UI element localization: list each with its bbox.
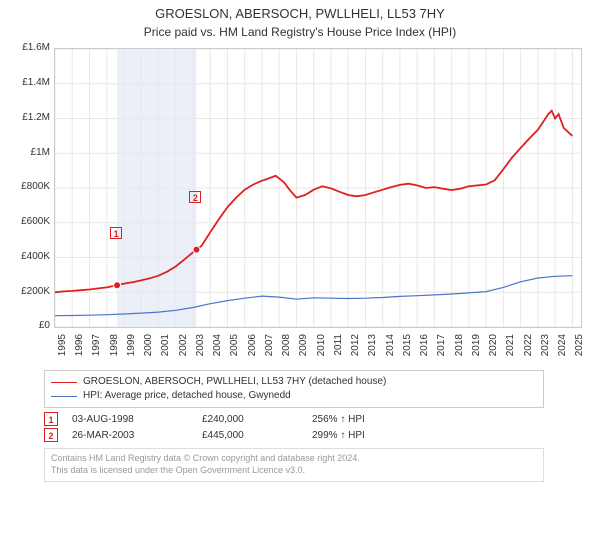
sale-price-1: £240,000 bbox=[202, 414, 312, 425]
x-axis-label: 2001 bbox=[160, 334, 171, 368]
x-axis-label: 1998 bbox=[109, 334, 120, 368]
sale-badge-1: 1 bbox=[44, 412, 58, 426]
footer-line-2: This data is licensed under the Open Gov… bbox=[51, 465, 537, 477]
x-axis-label: 2016 bbox=[419, 334, 430, 368]
y-axis-label: £800K bbox=[10, 182, 50, 192]
x-axis-label: 2003 bbox=[195, 334, 206, 368]
x-axis-label: 2013 bbox=[367, 334, 378, 368]
x-axis-label: 2009 bbox=[298, 334, 309, 368]
sale-row-2: 2 26-MAR-2003 £445,000 299% ↑ HPI bbox=[44, 428, 600, 442]
x-axis-label: 2025 bbox=[574, 334, 585, 368]
footer: Contains HM Land Registry data © Crown c… bbox=[44, 448, 544, 481]
x-axis-label: 2008 bbox=[281, 334, 292, 368]
x-axis-label: 2004 bbox=[212, 334, 223, 368]
y-axis-label: £1.2M bbox=[10, 113, 50, 123]
sale-hpi-2: 299% ↑ HPI bbox=[312, 430, 432, 441]
x-axis-label: 2017 bbox=[436, 334, 447, 368]
x-axis-label: 2023 bbox=[540, 334, 551, 368]
plot-svg bbox=[55, 49, 581, 327]
sale-hpi-1: 256% ↑ HPI bbox=[312, 414, 432, 425]
legend-swatch-hpi bbox=[51, 396, 77, 397]
x-axis-label: 2005 bbox=[229, 334, 240, 368]
x-axis-label: 2012 bbox=[350, 334, 361, 368]
legend-label-hpi: HPI: Average price, detached house, Gwyn… bbox=[83, 389, 291, 403]
chart-marker-badge: 2 bbox=[189, 191, 201, 203]
chart-subtitle: Price paid vs. HM Land Registry's House … bbox=[0, 25, 600, 41]
y-axis-label: £1.4M bbox=[10, 78, 50, 88]
x-axis-label: 2020 bbox=[488, 334, 499, 368]
x-axis-label: 2010 bbox=[316, 334, 327, 368]
y-axis-label: £0 bbox=[10, 321, 50, 331]
sale-badge-2: 2 bbox=[44, 428, 58, 442]
legend-swatch-property bbox=[51, 382, 77, 383]
sale-date-2: 26-MAR-2003 bbox=[72, 430, 202, 441]
x-axis-label: 2024 bbox=[557, 334, 568, 368]
x-axis-label: 2002 bbox=[178, 334, 189, 368]
sale-date-1: 03-AUG-1998 bbox=[72, 414, 202, 425]
x-axis-label: 2006 bbox=[247, 334, 258, 368]
x-axis-label: 1996 bbox=[74, 334, 85, 368]
x-axis-label: 2022 bbox=[523, 334, 534, 368]
x-axis-label: 2014 bbox=[385, 334, 396, 368]
y-axis-label: £200K bbox=[10, 287, 50, 297]
y-axis-label: £1.6M bbox=[10, 43, 50, 53]
y-axis-label: £600K bbox=[10, 217, 50, 227]
x-axis-label: 2000 bbox=[143, 334, 154, 368]
x-axis-label: 2019 bbox=[471, 334, 482, 368]
x-axis-label: 2007 bbox=[264, 334, 275, 368]
chart-title: GROESLON, ABERSOCH, PWLLHELI, LL53 7HY bbox=[0, 6, 600, 23]
x-axis-label: 1999 bbox=[126, 334, 137, 368]
chart-area: £0£200K£400K£600K£800K£1M£1.2M£1.4M£1.6M… bbox=[10, 48, 590, 368]
x-axis-label: 2018 bbox=[454, 334, 465, 368]
footer-line-1: Contains HM Land Registry data © Crown c… bbox=[51, 453, 537, 465]
y-axis-label: £1M bbox=[10, 148, 50, 158]
plot-area bbox=[54, 48, 582, 328]
chart-marker-badge: 1 bbox=[110, 227, 122, 239]
x-axis-label: 2015 bbox=[402, 334, 413, 368]
sale-row-1: 1 03-AUG-1998 £240,000 256% ↑ HPI bbox=[44, 412, 600, 426]
legend-item-property: GROESLON, ABERSOCH, PWLLHELI, LL53 7HY (… bbox=[51, 375, 537, 389]
legend-item-hpi: HPI: Average price, detached house, Gwyn… bbox=[51, 389, 537, 403]
x-axis-label: 1997 bbox=[91, 334, 102, 368]
x-axis-label: 1995 bbox=[57, 334, 68, 368]
x-axis-label: 2011 bbox=[333, 334, 344, 368]
x-axis-label: 2021 bbox=[505, 334, 516, 368]
legend-label-property: GROESLON, ABERSOCH, PWLLHELI, LL53 7HY (… bbox=[83, 375, 386, 389]
y-axis-label: £400K bbox=[10, 252, 50, 262]
chart-container: GROESLON, ABERSOCH, PWLLHELI, LL53 7HY P… bbox=[0, 0, 600, 560]
legend: GROESLON, ABERSOCH, PWLLHELI, LL53 7HY (… bbox=[44, 370, 544, 408]
sale-price-2: £445,000 bbox=[202, 430, 312, 441]
